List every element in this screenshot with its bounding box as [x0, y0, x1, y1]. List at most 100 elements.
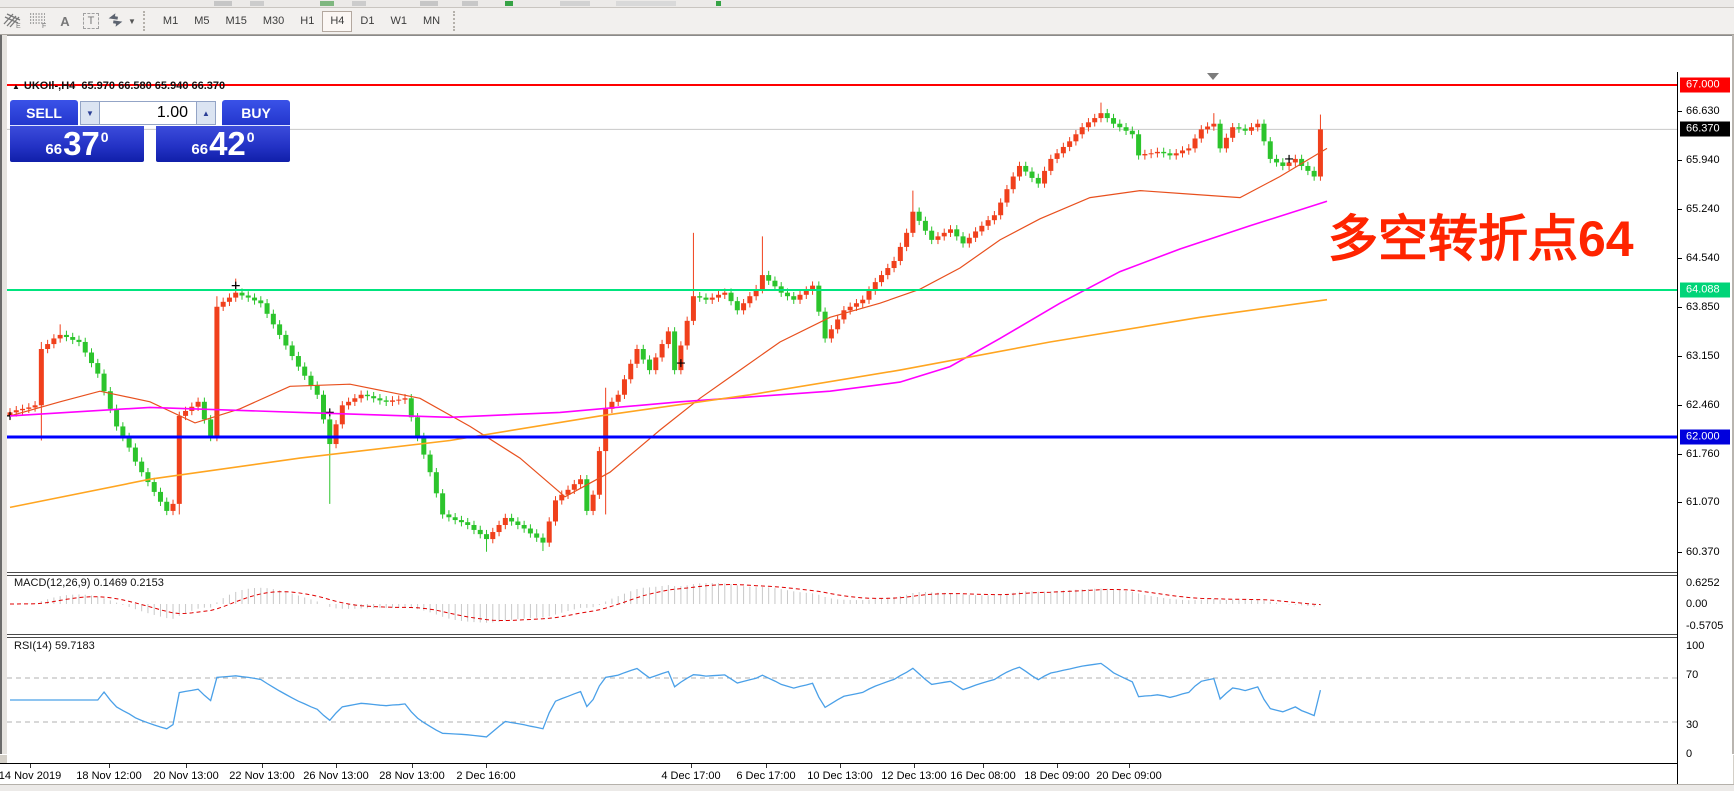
text-label-button[interactable]: A [53, 10, 77, 32]
sort-arrows-button[interactable]: ▼ [105, 10, 137, 32]
tf-button-M5[interactable]: M5 [194, 14, 210, 27]
time-label: 20 Nov 13:00 [153, 770, 219, 782]
toolbar-fragment [560, 1, 590, 6]
toolbar: E F A T [0, 8, 1734, 35]
toolbar-fragment [462, 1, 478, 6]
ohlc-values: 65.970 66.580 65.940 66.370 [81, 80, 226, 92]
price-level-box: 67.000 [1680, 77, 1730, 93]
time-axis[interactable]: 14 Nov 2019 18 Nov 12:00 20 Nov 13:00 22 No… [0, 763, 1677, 785]
tf-button-H4[interactable]: H4 [322, 10, 353, 32]
ma-mid [9, 200, 1328, 419]
macd-panel[interactable] [7, 576, 1677, 634]
time-tick [691, 764, 692, 768]
macd-signal-line [10, 583, 1321, 621]
price-level-box: 66.370 [1680, 121, 1730, 137]
time-tick [914, 764, 915, 768]
sort-arrows-icon [106, 12, 126, 31]
doji-mark [1285, 154, 1294, 163]
axis-tick [1678, 111, 1682, 113]
rsi-line [10, 662, 1322, 738]
price-tick-label: 62.460 [1686, 398, 1720, 411]
panel-separator[interactable] [0, 634, 1734, 638]
volume-decrease-button[interactable]: ▼ [80, 101, 100, 125]
grid-dots-icon: F [28, 11, 50, 32]
chart-title: ▲ UKOIl-,H4 65.970 66.580 65.940 66.370 [12, 80, 225, 92]
price-tick-label: 63.850 [1686, 300, 1720, 313]
sell-price-button[interactable]: 66 37 0 [10, 126, 144, 162]
axis-tick [1678, 208, 1682, 210]
panel-separator[interactable] [0, 572, 1734, 576]
rsi-scale-label: 0 [1686, 748, 1693, 760]
toolbar-separator [453, 11, 460, 31]
macd-scale-label: -0.5705 [1686, 620, 1724, 632]
buy-button[interactable]: BUY [222, 100, 290, 126]
time-label: 18 Nov 12:00 [76, 770, 142, 782]
rsi-scale-label: 70 [1686, 669, 1699, 681]
svg-text:F: F [42, 23, 46, 29]
time-label: 16 Dec 08:00 [950, 770, 1016, 782]
axis-tick [1678, 453, 1682, 455]
window-bottom-strip [0, 784, 1734, 791]
time-tick [840, 764, 841, 768]
price-tick-label: 64.540 [1686, 252, 1720, 265]
chevron-down-icon[interactable]: ▼ [128, 16, 136, 26]
svg-text:E: E [16, 23, 21, 29]
time-label: 18 Dec 09:00 [1024, 770, 1090, 782]
volume-increase-button[interactable]: ▲ [196, 101, 216, 125]
time-tick [30, 764, 31, 768]
time-label: 10 Dec 13:00 [807, 770, 873, 782]
toolbar-fragment [420, 1, 438, 6]
time-tick [109, 764, 110, 768]
time-label: 22 Nov 13:00 [229, 770, 295, 782]
toolbar-fragment [505, 1, 513, 6]
top-toolbar-sliver [0, 0, 1734, 8]
tf-button-MN[interactable]: MN [422, 14, 441, 27]
tf-button-M15[interactable]: M15 [225, 14, 247, 27]
time-tick [766, 764, 767, 768]
time-tick [983, 764, 984, 768]
macd-label: MACD(12,26,9) 0.1469 0.2153 [14, 577, 164, 589]
time-label: 14 Nov 2019 [0, 770, 62, 782]
time-label: 6 Dec 17:00 [736, 770, 796, 782]
price-tick-label: 61.760 [1686, 447, 1720, 460]
tf-button-M30[interactable]: M30 [262, 14, 285, 27]
rsi-panel[interactable] [7, 638, 1677, 763]
text-label-icon: A [60, 13, 70, 29]
macd-scale-label: 0.00 [1686, 598, 1708, 610]
time-label: 4 Dec 17:00 [661, 770, 721, 782]
price-tick-label: 65.240 [1686, 202, 1720, 215]
time-tick [262, 764, 263, 768]
time-tick [336, 764, 337, 768]
price-level-box: 64.088 [1680, 282, 1730, 298]
sell-price-sup: 0 [100, 129, 109, 145]
buy-price-sup: 0 [246, 129, 255, 145]
price-axis[interactable]: 66.630 65.940 65.240 64.540 63.850 63.150 62.4… [1677, 72, 1733, 784]
time-label: 26 Nov 13:00 [303, 770, 369, 782]
buy-price-big: 42 [209, 125, 246, 162]
window-left-inset [2, 35, 7, 754]
volume-stepper: ▼ ▲ [80, 101, 216, 125]
ma-fast [9, 147, 1328, 498]
axis-tick [1678, 306, 1682, 308]
doji-mark [325, 408, 334, 417]
tf-button-H1[interactable]: H1 [300, 14, 315, 27]
collapse-triangle-icon[interactable]: ▲ [12, 82, 20, 91]
tf-button-W1[interactable]: W1 [390, 14, 407, 27]
doji-mark [676, 359, 685, 368]
tf-button-M1[interactable]: M1 [162, 14, 179, 27]
chart-shift-marker-icon[interactable] [1207, 73, 1219, 80]
time-tick [412, 764, 413, 768]
tf-button-D1[interactable]: D1 [360, 14, 375, 27]
buy-price-button[interactable]: 66 42 0 [156, 126, 290, 162]
volume-input[interactable] [100, 101, 196, 125]
text-box-button[interactable]: T [79, 10, 103, 32]
indicator-hatch-button[interactable]: E [1, 10, 25, 32]
toolbar-fragment [352, 1, 366, 6]
sell-button[interactable]: SELL [10, 100, 78, 126]
macd-scale-label: 0.6252 [1686, 577, 1720, 589]
ma-slow [9, 298, 1328, 509]
chart-annotation-text: 多空转折点64 [1328, 211, 1634, 267]
grid-dots-button[interactable]: F [27, 10, 51, 32]
toolbar-fragment [616, 1, 676, 6]
sell-price-prefix: 66 [45, 141, 63, 158]
